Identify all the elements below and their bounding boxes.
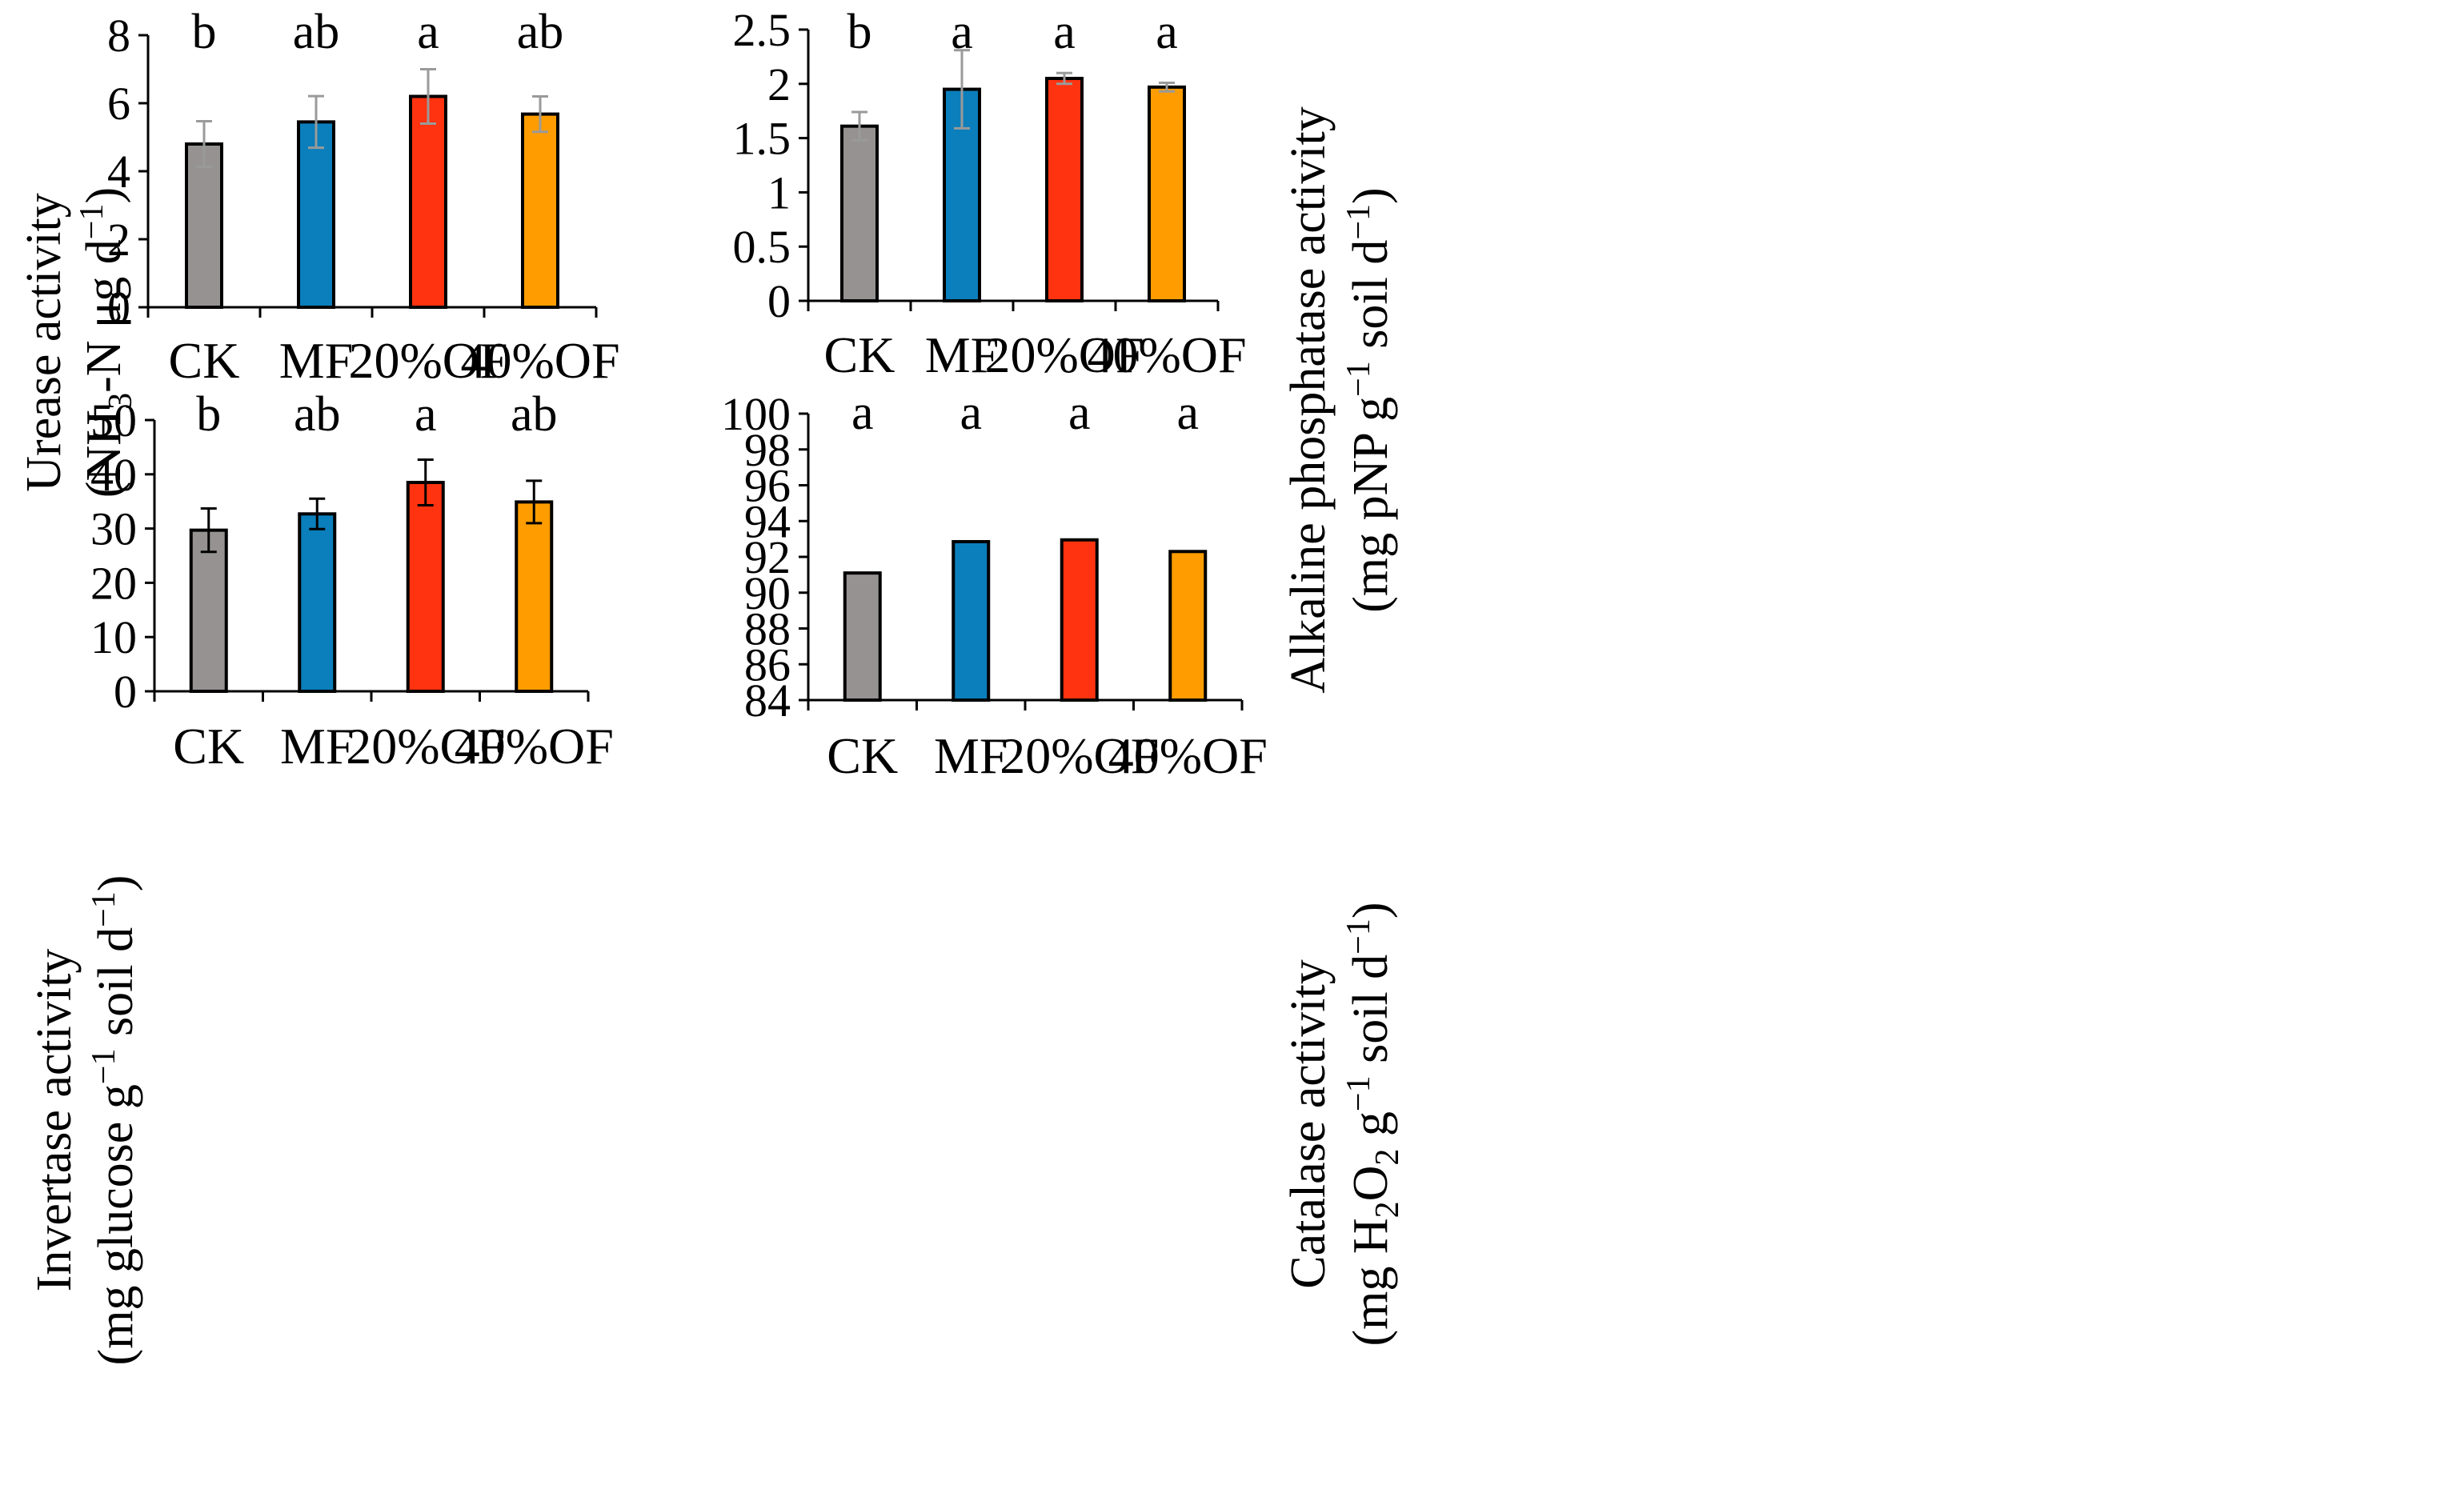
invertase-significance-label: a xyxy=(415,387,437,442)
alkaline-phosphatase-ylabel-line1: Alkaline phosphatase activity xyxy=(1281,106,1336,693)
invertase-ylabel-line2: (mg glucose g−1 soil d−1) xyxy=(86,875,143,1366)
urease-significance-label: ab xyxy=(517,5,564,59)
invertase-category-label: 40%OF xyxy=(455,718,614,775)
urease-y-tick-label: 2 xyxy=(107,214,130,266)
urease-y-tick-label: 6 xyxy=(107,78,130,130)
urease-y-tick-label: 4 xyxy=(107,146,130,198)
catalase-category-label: CK xyxy=(827,727,898,784)
catalase-category-label: MF xyxy=(934,727,1008,784)
alkaline-phosphatase-y-tick-label: 2.5 xyxy=(733,4,791,56)
invertase-y-tick-label: 20 xyxy=(90,557,137,609)
invertase-bar-40pctof xyxy=(516,502,551,691)
catalase-bar-40pctof xyxy=(1170,551,1205,700)
alkaline-phosphatase-y-tick-label: 2 xyxy=(767,58,791,110)
invertase-bar-20pctof xyxy=(408,482,443,691)
urease-bar-ck xyxy=(186,144,222,307)
urease-significance-label: ab xyxy=(293,5,340,59)
urease-y-tick-label: 8 xyxy=(107,10,130,62)
alkaline-phosphatase-bar-40pctof xyxy=(1149,87,1184,301)
catalase-category-label: 40%OF xyxy=(1108,727,1268,784)
catalase-bar-ck xyxy=(845,573,880,700)
invertase-category-label: MF xyxy=(280,718,355,775)
alkaline-phosphatase-y-tick-label: 1.5 xyxy=(733,113,791,165)
invertase-y-tick-label: 40 xyxy=(90,449,137,501)
invertase-category-label: CK xyxy=(173,718,244,775)
urease-ylabel-line1: Urease activity xyxy=(17,193,71,492)
invertase-y-tick-label: 30 xyxy=(90,503,137,555)
enzyme-activity-figure: Urease activity (NH3-N μg d−1) Alkaline … xyxy=(0,0,2464,1493)
alkaline-phosphatase-category-label: CK xyxy=(824,326,895,383)
urease-y-tick-label: 0 xyxy=(107,282,130,334)
alkaline-phosphatase-bar-20pctof xyxy=(1047,78,1082,301)
alkaline-phosphatase-bar-ck xyxy=(842,126,877,301)
invertase-ylabel-line1: Invertase activity xyxy=(27,949,82,1292)
catalase-bar-20pctof xyxy=(1062,540,1097,700)
catalase-panel: Catalase activity (mg H2O2 g−1 soil d−1) xyxy=(1281,902,1406,1346)
catalase-significance-label: a xyxy=(851,386,874,440)
urease-category-label: MF xyxy=(279,332,354,389)
urease-bar-mf xyxy=(298,122,334,307)
urease-category-label: 40%OF xyxy=(460,332,619,389)
invertase-bar-ck xyxy=(191,530,226,691)
invertase-y-tick-label: 50 xyxy=(90,394,137,446)
catalase-bar-mf xyxy=(953,542,988,700)
catalase-significance-label: a xyxy=(960,386,982,440)
alkaline-phosphatase-significance-label: a xyxy=(951,5,973,59)
invertase-y-tick-label: 10 xyxy=(90,611,137,663)
alkaline-phosphatase-panel: Alkaline phosphatase activity (mg pNP g−… xyxy=(1281,106,1398,693)
invertase-panel: Invertase activity (mg glucose g−1 soil … xyxy=(27,875,143,1366)
urease-category-label: CK xyxy=(169,332,240,389)
urease-bar-20pctof xyxy=(411,97,446,308)
invertase-bar-mf xyxy=(299,514,335,691)
urease-bar-40pctof xyxy=(523,114,558,307)
catalase-significance-label: a xyxy=(1068,386,1091,440)
alkaline-phosphatase-significance-label: a xyxy=(1156,5,1178,59)
alkaline-phosphatase-y-tick-label: 0.5 xyxy=(733,221,791,273)
invertase-y-tick-label: 0 xyxy=(114,666,137,718)
alkaline-phosphatase-y-tick-label: 1 xyxy=(767,166,791,218)
invertase-significance-label: ab xyxy=(294,387,341,442)
alkaline-phosphatase-category-label: 40%OF xyxy=(1087,326,1246,383)
alkaline-phosphatase-ylabel-line2: (mg pNP g−1 soil d−1) xyxy=(1340,187,1398,612)
alkaline-phosphatase-significance-label: b xyxy=(847,5,872,59)
urease-significance-label: a xyxy=(417,5,439,59)
alkaline-phosphatase-y-tick-label: 0 xyxy=(767,275,791,327)
catalase-ylabel-line2: (mg H2O2 g−1 soil d−1) xyxy=(1340,902,1406,1346)
alkaline-phosphatase-significance-label: a xyxy=(1053,5,1076,59)
urease-significance-label: b xyxy=(192,5,217,59)
invertase-significance-label: b xyxy=(196,387,221,442)
catalase-significance-label: a xyxy=(1176,386,1199,440)
catalase-y-tick-label: 100 xyxy=(721,388,791,440)
catalase-ylabel-line1: Catalase activity xyxy=(1281,959,1336,1288)
invertase-significance-label: ab xyxy=(511,387,558,442)
